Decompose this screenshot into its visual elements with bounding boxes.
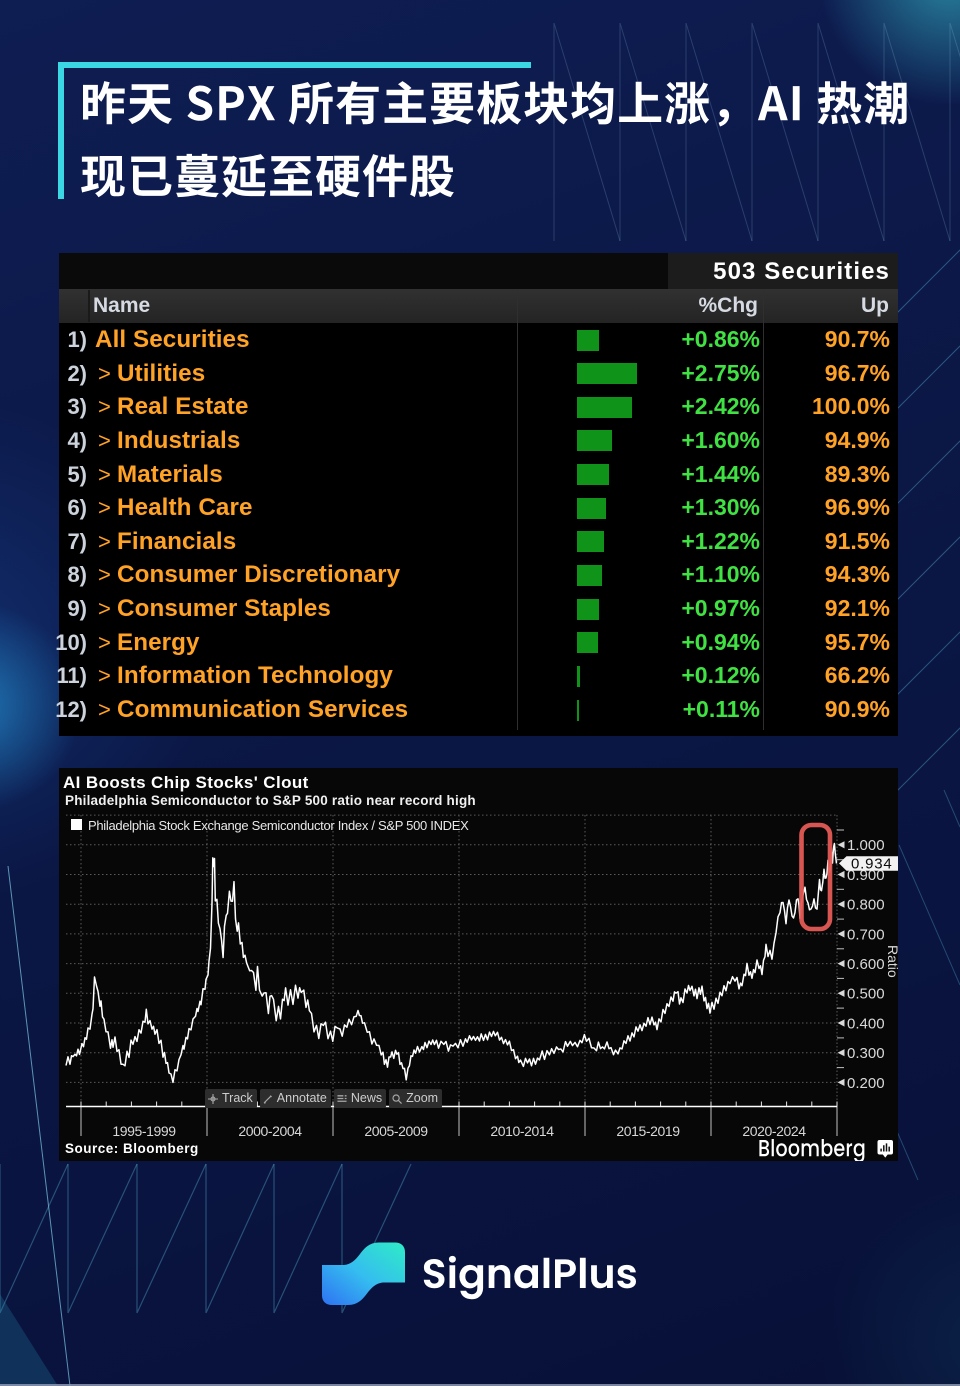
svg-text:0.934: 0.934	[851, 856, 893, 873]
svg-text:0.400: 0.400	[847, 1015, 885, 1032]
svg-text:0.500: 0.500	[847, 986, 885, 1003]
svg-text:2015-2019: 2015-2019	[616, 1123, 680, 1139]
svg-text:2000-2004: 2000-2004	[238, 1123, 302, 1139]
svg-text:0.300: 0.300	[847, 1045, 885, 1062]
svg-text:0.700: 0.700	[847, 926, 885, 943]
svg-text:0.800: 0.800	[847, 897, 885, 914]
svg-text:Ratio: Ratio	[885, 945, 898, 978]
svg-text:0.600: 0.600	[847, 956, 885, 973]
svg-text:2005-2009: 2005-2009	[364, 1123, 428, 1139]
svg-text:2010-2014: 2010-2014	[490, 1123, 554, 1139]
svg-text:0.900: 0.900	[847, 867, 885, 884]
svg-text:2020-2024: 2020-2024	[742, 1123, 806, 1139]
svg-text:1995-1999: 1995-1999	[112, 1123, 176, 1139]
svg-text:1.000: 1.000	[847, 837, 885, 854]
svg-text:0.200: 0.200	[847, 1075, 885, 1092]
